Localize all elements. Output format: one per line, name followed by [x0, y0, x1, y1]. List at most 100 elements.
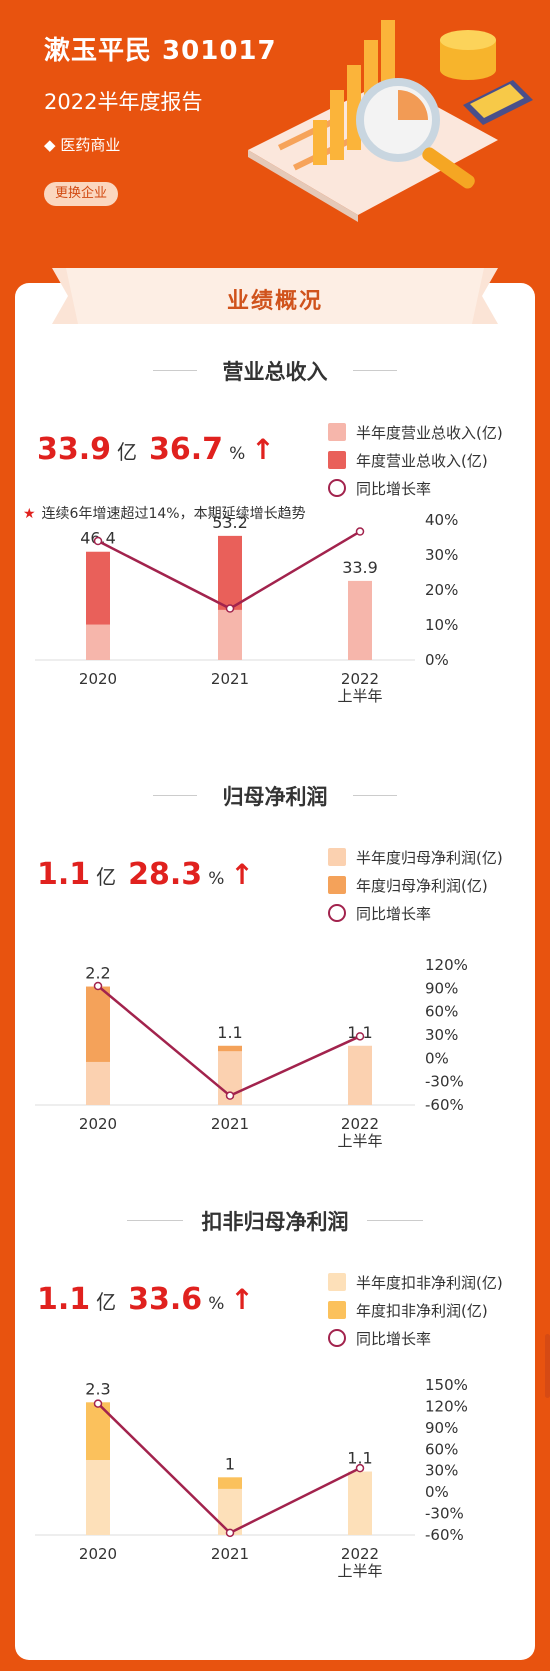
legend-swatch — [328, 451, 346, 469]
y2-tick-label: 30% — [425, 1026, 458, 1044]
section-note: ★ 连续6年增速超过14%，本期延续增长趋势 — [23, 506, 306, 522]
legend-item: 年度扣非净利润(亿) — [328, 1296, 503, 1324]
kpi-row: 33.9 亿 36.7% ↑ — [37, 432, 275, 467]
x-tick-label: 2021 — [211, 670, 249, 688]
x-tick-label: 2021 — [211, 1545, 249, 1563]
half-year-bar — [218, 1488, 242, 1535]
kpi-unit: 亿 — [96, 1290, 117, 1314]
kpi-value: 33.9 — [37, 432, 112, 467]
x-tick-label: 2020 — [79, 1545, 117, 1563]
kpi-growth: 28.3 — [128, 857, 203, 892]
y2-tick-label: 30% — [425, 546, 458, 564]
half-year-bar — [348, 1045, 372, 1105]
legend-item: 半年度扣非净利润(亿) — [328, 1268, 503, 1296]
up-arrow-icon: ↑ — [251, 433, 275, 466]
kpi-row: 1.1 亿 33.6% ↑ — [37, 1282, 254, 1317]
x-tick-label: 2021 — [211, 1115, 249, 1133]
growth-rate-point — [225, 1528, 235, 1538]
kpi-growth: 36.7 — [149, 432, 224, 467]
up-arrow-icon: ↑ — [230, 1283, 254, 1316]
kpi-unit: 亿 — [117, 440, 138, 464]
kpi-growth: 33.6 — [128, 1282, 203, 1317]
legend-item: 年度营业总收入(亿) — [328, 446, 503, 474]
title-divider — [153, 795, 197, 796]
title-divider — [367, 1220, 423, 1221]
legend-item: 同比增长率 — [328, 1324, 503, 1352]
title-divider — [353, 370, 397, 371]
y2-tick-label: -30% — [425, 1505, 464, 1523]
revenue-chart: 40%30%20%10%0%46.4202053.2202133.92022上半… — [35, 511, 458, 705]
half-year-bar — [86, 1460, 110, 1535]
title-divider — [353, 795, 397, 796]
y2-tick-label: 90% — [425, 979, 458, 997]
half-year-bar — [86, 1061, 110, 1105]
kpi-percent: % — [208, 869, 225, 889]
growth-rate-point — [93, 981, 103, 991]
half-year-bar — [348, 580, 372, 660]
y2-tick-label: 120% — [425, 1397, 468, 1415]
y2-tick-label: 40% — [425, 511, 458, 529]
diamond-icon: ◆ — [44, 136, 61, 154]
bar-value-label: 1 — [225, 1454, 235, 1473]
bar-value-label: 1.1 — [217, 1023, 242, 1042]
legend-ring-icon — [328, 1329, 346, 1347]
kpi-row: 1.1 亿 28.3% ↑ — [37, 857, 254, 892]
bar-value-label: 2.2 — [85, 964, 110, 983]
title-divider — [127, 1220, 183, 1221]
x-tick-label: 2022 — [341, 1115, 379, 1133]
half-year-bar — [218, 609, 242, 660]
overview-title: 业绩概况 — [226, 289, 323, 314]
kpi-value: 1.1 — [37, 857, 91, 892]
x-tick-label: 2022 — [341, 670, 379, 688]
y2-tick-label: 10% — [425, 616, 458, 634]
legend-swatch — [328, 876, 346, 894]
star-icon: ★ — [23, 506, 36, 522]
legend-swatch — [328, 1273, 346, 1291]
y2-tick-label: -30% — [425, 1073, 464, 1091]
growth-rate-point — [355, 1032, 365, 1041]
x-tick-label: 2022 — [341, 1545, 379, 1563]
growth-rate-point — [225, 604, 235, 613]
title-divider — [153, 370, 197, 371]
bar-value-label: 2.3 — [85, 1379, 110, 1398]
bar-value-label: 33.9 — [342, 558, 378, 577]
bar-value-label: 53.2 — [212, 513, 248, 532]
chart-legend: 半年度归母净利润(亿) 年度归母净利润(亿) 同比增长率 — [328, 843, 503, 927]
x-tick-label: 上半年 — [337, 1562, 382, 1580]
section-title: 营业总收入 — [222, 360, 328, 384]
legend-swatch — [328, 848, 346, 866]
y2-tick-label: -60% — [425, 1096, 464, 1114]
legend-ring-icon — [328, 904, 346, 922]
net-profit-chart: 120%90%60%30%0%-30%-60%2.220201.120211.1… — [35, 956, 468, 1150]
kpi-percent: % — [229, 444, 246, 464]
deducted-profit-chart: 150% 120% 90% 60% 30% 0% -30% -60% 2.3 2020 1 2021 1… — [35, 1376, 468, 1580]
growth-rate-point — [355, 1463, 365, 1473]
x-tick-label: 2020 — [79, 1115, 117, 1133]
kpi-value: 1.1 — [37, 1282, 91, 1317]
up-arrow-icon: ↑ — [230, 858, 254, 891]
section-title: 扣非归母净利润 — [201, 1210, 349, 1234]
y2-tick-label: -60% — [425, 1526, 464, 1544]
legend-item: 半年度归母净利润(亿) — [328, 843, 503, 871]
y2-tick-label: 60% — [425, 1003, 458, 1021]
y2-tick-label: 150% — [425, 1376, 468, 1394]
kpi-unit: 亿 — [96, 865, 117, 889]
y2-tick-label: 0% — [425, 1049, 449, 1067]
chart-legend: 半年度营业总收入(亿) 年度营业总收入(亿) 同比增长率 — [328, 418, 503, 502]
overview-ribbon — [52, 268, 498, 324]
legend-swatch — [328, 423, 346, 441]
x-tick-label: 上半年 — [337, 687, 382, 705]
growth-rate-point — [93, 536, 103, 546]
y2-tick-label: 120% — [425, 956, 468, 974]
legend-item: 年度归母净利润(亿) — [328, 871, 503, 899]
half-year-bar — [348, 1471, 372, 1535]
section-title: 归母净利润 — [222, 785, 328, 809]
bar-value-label: 1.1 — [347, 1449, 372, 1468]
kpi-percent: % — [208, 1294, 225, 1314]
change-company-button[interactable]: 更换企业 — [44, 182, 118, 206]
legend-item: 同比增长率 — [328, 899, 503, 927]
scrollbar-thumb[interactable] — [545, 1334, 550, 1398]
y2-tick-label: 60% — [425, 1440, 458, 1458]
y2-tick-label: 30% — [425, 1462, 458, 1480]
x-tick-label: 2020 — [79, 670, 117, 688]
